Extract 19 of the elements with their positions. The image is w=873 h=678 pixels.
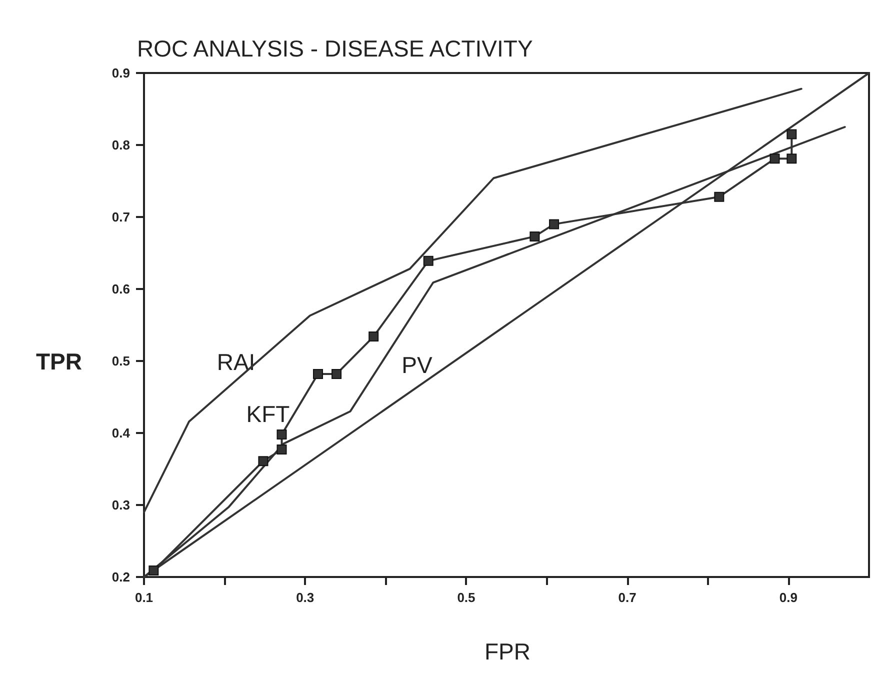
y-tick-label: 0.5: [112, 354, 130, 368]
annotation: KFT: [246, 401, 290, 427]
y-tick-label: 0.6: [112, 282, 130, 296]
y-axis-title: TPR: [36, 348, 82, 374]
y-tick-label: 0.9: [112, 66, 130, 80]
y-tick-label: 0.2: [112, 570, 130, 584]
y-tick-label: 0.7: [112, 210, 130, 224]
chart-title: ROC ANALYSIS - DISEASE ACTIVITY: [137, 36, 533, 62]
x-tick-label: 0.1: [134, 590, 154, 605]
x-tick-label: 0.7: [618, 590, 636, 605]
x-tick-label: 0.9: [779, 590, 798, 605]
x-axis-title: FPR: [484, 638, 530, 664]
x-tick-label: 0.3: [296, 590, 314, 605]
y-tick-label: 0.8: [112, 138, 130, 152]
annotation: RAI: [216, 349, 256, 375]
y-tick-label: 0.4: [112, 426, 131, 440]
y-tick-label: 0.3: [112, 498, 130, 512]
annotation: PV: [402, 352, 433, 378]
x-tick-label: 0.5: [457, 590, 476, 605]
